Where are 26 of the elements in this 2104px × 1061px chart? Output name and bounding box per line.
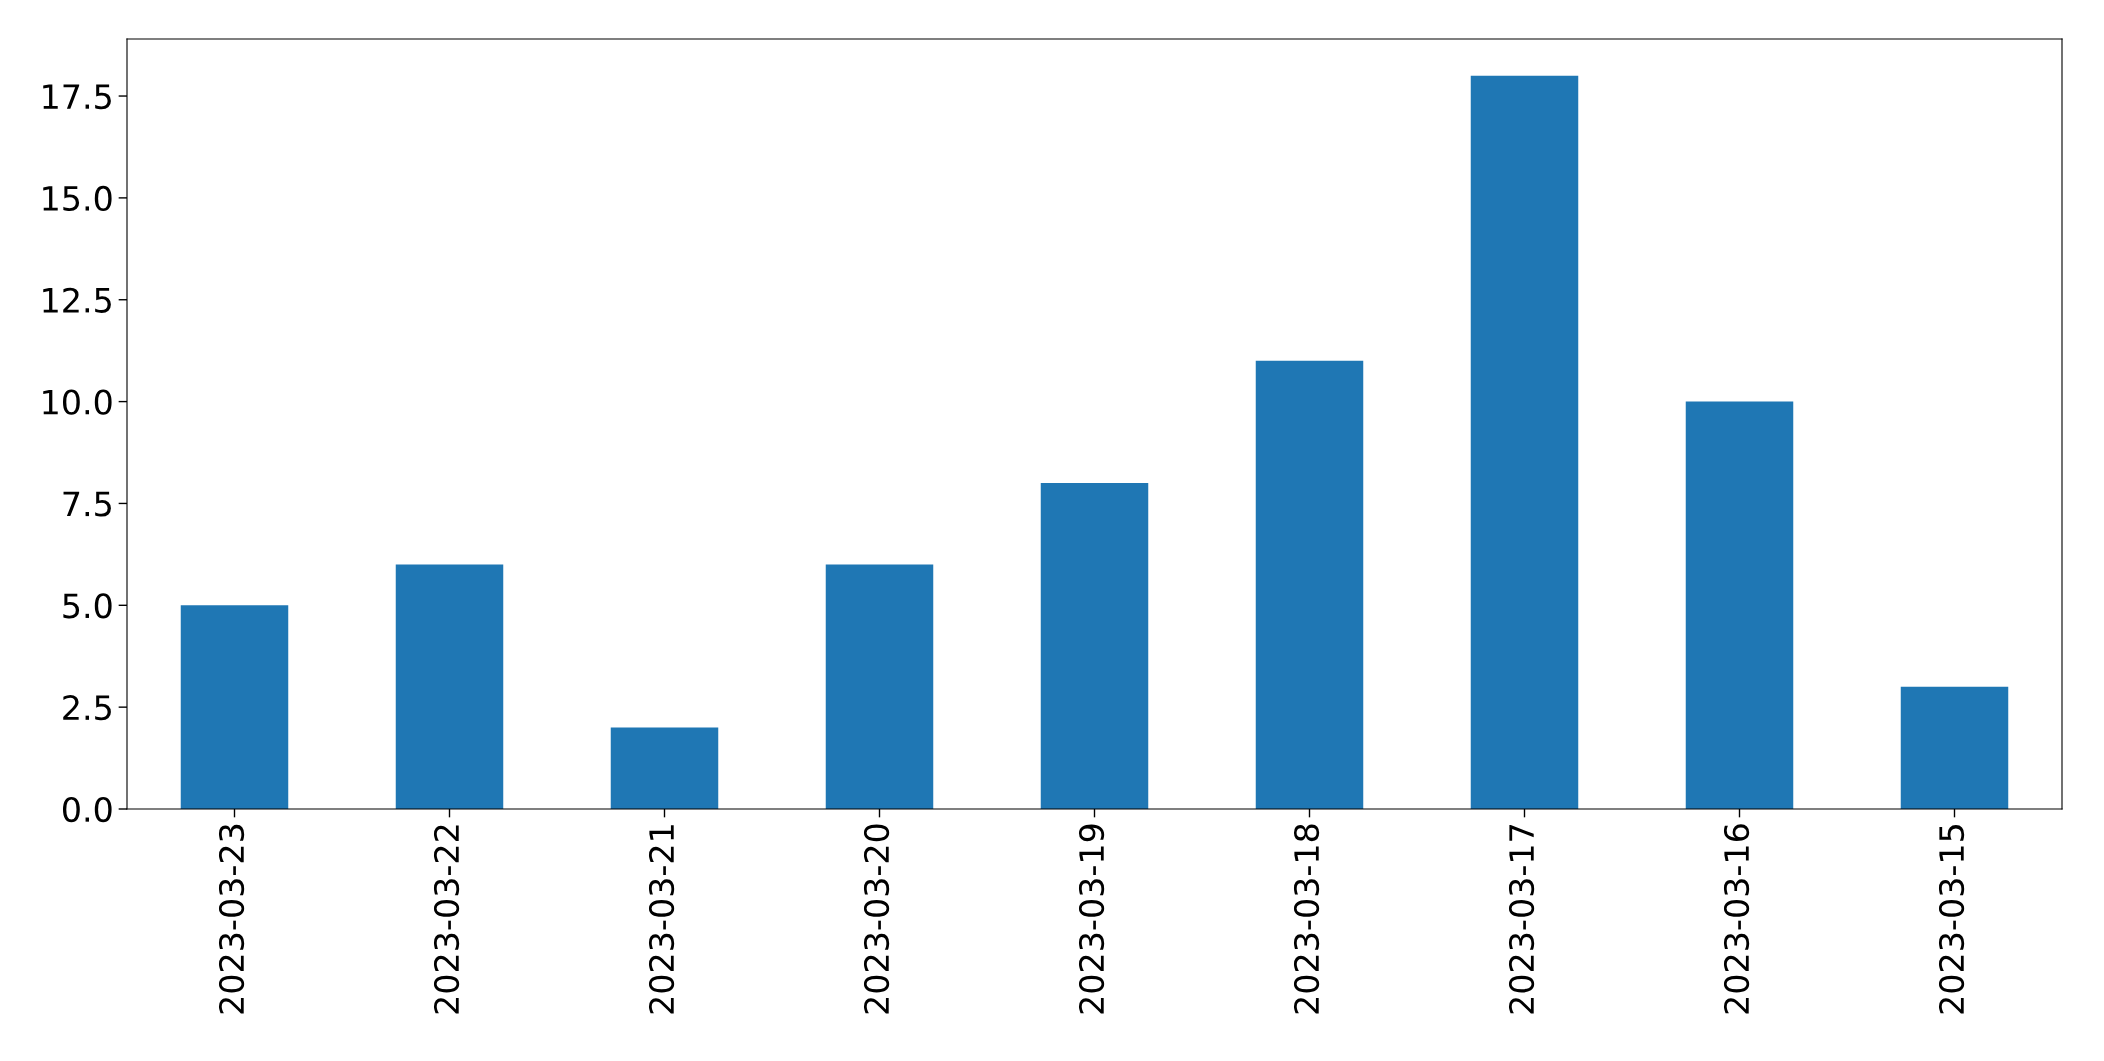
bar bbox=[1685, 401, 1794, 809]
x-tick-label: 2023-03-23 bbox=[218, 824, 245, 1014]
x-tick-label: 2023-03-21 bbox=[648, 825, 675, 1014]
y-tick-label: 7.5 bbox=[63, 491, 111, 517]
bar bbox=[1900, 686, 2009, 809]
x-tick-label: 2023-03-18 bbox=[1293, 824, 1320, 1014]
bar bbox=[610, 727, 719, 809]
bar bbox=[825, 564, 934, 809]
bar bbox=[1040, 483, 1149, 809]
bar bbox=[1470, 75, 1579, 809]
x-tick-label: 2023-03-19 bbox=[1078, 824, 1105, 1014]
y-tick-label: 17.5 bbox=[43, 84, 111, 110]
y-tick-label: 10.0 bbox=[43, 389, 112, 415]
y-tick-label: 12.5 bbox=[43, 287, 111, 313]
x-tick-label: 2023-03-15 bbox=[1938, 825, 1965, 1014]
x-tick-label: 2023-03-20 bbox=[863, 824, 890, 1014]
y-tick-label: 15.0 bbox=[43, 185, 112, 212]
y-tick-label: 5.0 bbox=[63, 593, 112, 619]
bar bbox=[395, 564, 504, 809]
y-tick-label: 2.5 bbox=[63, 695, 111, 721]
x-tick-label: 2023-03-17 bbox=[1508, 825, 1535, 1014]
x-tick-label: 2023-03-22 bbox=[433, 825, 460, 1014]
bar bbox=[180, 605, 289, 809]
x-tick-label: 2023-03-16 bbox=[1723, 824, 1750, 1014]
bar bbox=[1255, 360, 1364, 809]
y-tick-label: 0.0 bbox=[62, 796, 112, 823]
